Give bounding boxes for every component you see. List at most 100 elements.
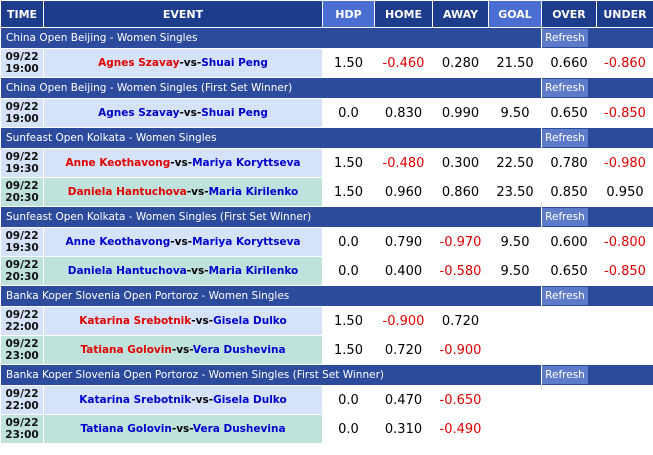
odds-cell[interactable]: 0.950 [596, 177, 653, 207]
event-cell: Daniela Hantuchova-vs-Maria Kirilenko [43, 256, 323, 286]
odds-cell[interactable]: -0.460 [374, 48, 433, 78]
refresh-button[interactable]: Refresh [542, 366, 588, 384]
odds-cell[interactable]: 0.650 [541, 98, 597, 128]
vs: -vs- [170, 236, 193, 248]
odds-cell[interactable]: -0.970 [432, 227, 489, 257]
match-date: 09/22 [5, 230, 39, 242]
refresh-button[interactable]: Refresh [542, 129, 588, 147]
odds-cell[interactable]: 0.600 [541, 227, 597, 257]
odds-cell[interactable]: 0.0 [322, 98, 375, 128]
table-body: TIME EVENT HDP HOME AWAY GOAL OVER UNDER China O… [0, 0, 653, 444]
match-row: 09/22 19:00 Agnes Szavay-vs-Shuai Peng 0.0 0… [0, 98, 653, 128]
away-team: Maria Kirilenko [208, 186, 299, 198]
odds-cell[interactable]: 0.990 [432, 98, 489, 128]
vs: -vs- [191, 394, 214, 406]
refresh-button[interactable]: Refresh [542, 287, 588, 305]
time-cell: 09/22 19:00 [0, 98, 44, 128]
odds-cell[interactable]: 1.50 [322, 306, 375, 336]
match-date: 09/22 [5, 309, 39, 321]
column-header: TIME [0, 0, 44, 28]
away-team: Shuai Peng [201, 57, 268, 69]
odds-cell[interactable]: 0.650 [541, 256, 597, 286]
odds-cell[interactable]: 0.720 [432, 306, 489, 336]
odds-cell[interactable]: 0.300 [432, 148, 489, 178]
away-team: Maria Kirilenko [208, 265, 299, 277]
odds-cell[interactable]: -0.860 [596, 48, 653, 78]
odds-cell[interactable]: 0.850 [541, 177, 597, 207]
match-row: 09/22 22:00 Katarina Srebotnik-vs-Gisela D… [0, 385, 653, 415]
match-time: 22:00 [5, 400, 39, 412]
odds-cell[interactable]: 9.50 [488, 227, 542, 257]
event-cell: Agnes Szavay-vs-Shuai Peng [43, 98, 323, 128]
home-team: Tatiana Golovin [80, 344, 172, 356]
odds-cell[interactable]: -0.850 [596, 98, 653, 128]
match-row: 09/22 23:00 Tatiana Golovin-vs-Vera Dushev… [0, 414, 653, 444]
column-header: AWAY [432, 0, 489, 28]
refresh-cell: Refresh [541, 285, 653, 307]
odds-cell[interactable]: -0.900 [374, 306, 433, 336]
home-team: Anne Keothavong [65, 157, 171, 169]
time-cell: 09/22 19:00 [0, 48, 44, 78]
odds-cell[interactable]: 0.0 [322, 227, 375, 257]
odds-cell[interactable]: 0.960 [374, 177, 433, 207]
match-date: 09/22 [5, 180, 39, 192]
match-date: 09/22 [5, 417, 39, 429]
odds-cell[interactable]: 1.50 [322, 48, 375, 78]
odds-cell[interactable]: 9.50 [488, 256, 542, 286]
odds-cell[interactable]: -0.850 [596, 256, 653, 286]
match-row: 09/22 19:30 Anne Keothavong-vs-Mariya Kory… [0, 227, 653, 257]
match-date: 09/22 [5, 388, 39, 400]
empty-odds-cell [541, 385, 597, 415]
match-time: 20:30 [5, 271, 39, 283]
refresh-cell: Refresh [541, 364, 653, 386]
vs: -vs- [186, 265, 209, 277]
odds-cell[interactable]: -0.580 [432, 256, 489, 286]
league-cell: Banka Koper Slovenia Open Portoroz - Wom… [0, 364, 542, 386]
odds-cell[interactable]: -0.900 [432, 335, 489, 365]
empty-odds-cell [541, 335, 597, 365]
odds-cell[interactable]: 22.50 [488, 148, 542, 178]
odds-cell[interactable]: -0.480 [374, 148, 433, 178]
match-row: 09/22 20:30 Daniela Hantuchova-vs-Maria Ki… [0, 177, 653, 207]
odds-cell[interactable]: 0.0 [322, 385, 375, 415]
odds-cell[interactable]: 0.310 [374, 414, 433, 444]
odds-cell[interactable]: 0.0 [322, 256, 375, 286]
refresh-button[interactable]: Refresh [542, 29, 588, 47]
league-cell: Sunfeast Open Kolkata - Women Singles [0, 127, 542, 149]
header-row: TIME EVENT HDP HOME AWAY GOAL OVER UNDER [0, 0, 653, 28]
odds-cell[interactable]: 0.660 [541, 48, 597, 78]
odds-cell[interactable]: 9.50 [488, 98, 542, 128]
odds-cell[interactable]: 0.280 [432, 48, 489, 78]
odds-cell[interactable]: -0.800 [596, 227, 653, 257]
event-cell: Katarina Srebotnik-vs-Gisela Dulko [43, 385, 323, 415]
odds-cell[interactable]: -0.650 [432, 385, 489, 415]
home-team: Daniela Hantuchova [67, 186, 187, 198]
odds-cell[interactable]: 0.860 [432, 177, 489, 207]
league-name: Sunfeast Open Kolkata - Women Singles (F… [6, 211, 312, 223]
odds-cell[interactable]: 0.0 [322, 414, 375, 444]
odds-cell[interactable]: 1.50 [322, 148, 375, 178]
odds-cell[interactable]: 0.830 [374, 98, 433, 128]
odds-cell[interactable]: 0.400 [374, 256, 433, 286]
refresh-button[interactable]: Refresh [542, 79, 588, 97]
odds-cell[interactable]: -0.980 [596, 148, 653, 178]
vs: -vs- [170, 157, 193, 169]
odds-cell[interactable]: 0.780 [541, 148, 597, 178]
home-team: Agnes Szavay [98, 107, 180, 119]
league-row: Sunfeast Open Kolkata - Women Singles (F… [0, 206, 653, 228]
odds-cell[interactable]: 0.790 [374, 227, 433, 257]
match-time: 19:30 [5, 242, 39, 254]
home-team: Agnes Szavay [98, 57, 180, 69]
odds-cell[interactable]: 21.50 [488, 48, 542, 78]
odds-cell[interactable]: -0.490 [432, 414, 489, 444]
refresh-cell: Refresh [541, 206, 653, 228]
odds-cell[interactable]: 1.50 [322, 335, 375, 365]
odds-cell[interactable]: 0.470 [374, 385, 433, 415]
away-team: Gisela Dulko [213, 315, 287, 327]
odds-cell[interactable]: 0.720 [374, 335, 433, 365]
refresh-button[interactable]: Refresh [542, 208, 588, 226]
odds-cell[interactable]: 1.50 [322, 177, 375, 207]
column-header: HOME [374, 0, 433, 28]
odds-cell[interactable]: 23.50 [488, 177, 542, 207]
